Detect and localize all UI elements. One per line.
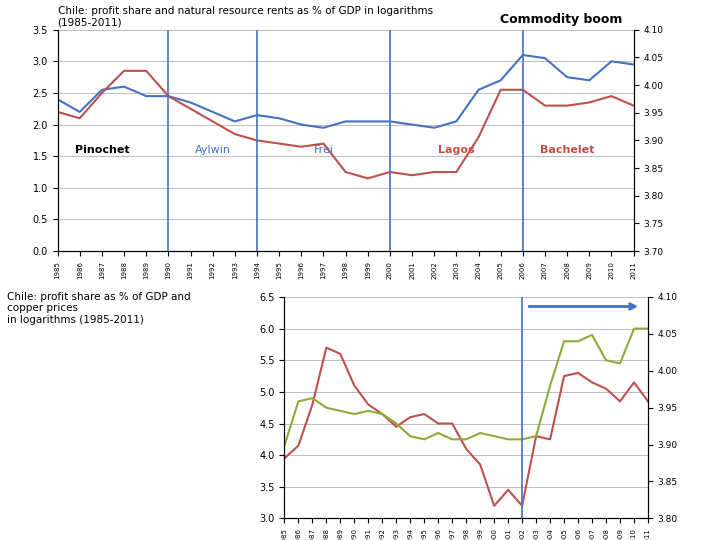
Text: Commodity boom: Commodity boom [500,14,623,26]
Text: Lagos: Lagos [438,145,474,155]
Text: Chile: profit share as % of GDP and
copper prices
in logarithms (1985-2011): Chile: profit share as % of GDP and copp… [7,292,191,325]
Text: Chile: profit share and natural resource rents as % of GDP in logarithms
(1985-2: Chile: profit share and natural resource… [58,6,433,28]
Text: Aylwin: Aylwin [194,145,230,155]
Text: Bachelet: Bachelet [540,145,594,155]
Text: Pinochet: Pinochet [75,145,129,155]
Text: Frei: Frei [313,145,333,155]
